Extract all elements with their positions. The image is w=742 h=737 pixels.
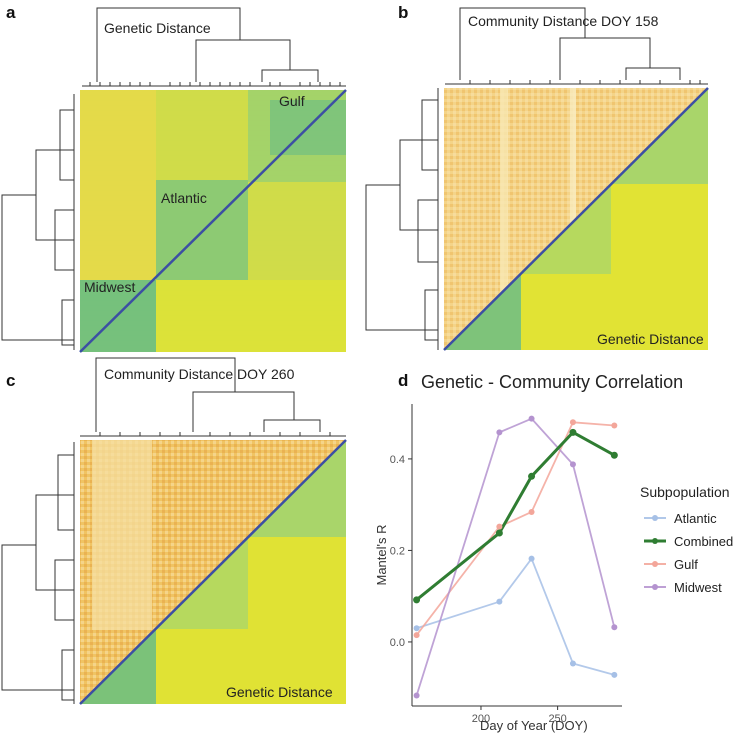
cluster-label-gulf: Gulf bbox=[279, 93, 305, 109]
top-dendrogram bbox=[82, 7, 346, 87]
top-dendrogram bbox=[80, 357, 346, 437]
x-tick-label: 200 bbox=[472, 713, 490, 725]
bottom-label: Genetic Distance bbox=[597, 331, 704, 347]
top-label: Community Distance DOY 158 bbox=[468, 13, 659, 29]
data-point-atlantic bbox=[496, 598, 503, 605]
legend: Subpopulation Atlantic Combined Gulf Midwes… bbox=[640, 484, 733, 595]
y-tick-label: 0.4 bbox=[390, 454, 405, 466]
legend-key-point bbox=[652, 538, 658, 544]
data-point-gulf bbox=[496, 523, 503, 530]
data-point-gulf bbox=[611, 422, 618, 429]
data-point-combined bbox=[495, 529, 503, 537]
y-tick-label: 0.0 bbox=[390, 637, 405, 649]
data-point-midwest bbox=[569, 461, 576, 468]
data-point-atlantic bbox=[611, 671, 618, 678]
heatmap bbox=[79, 89, 347, 353]
data-point-midwest bbox=[496, 429, 503, 436]
data-point-combined bbox=[528, 472, 536, 480]
panel-letter: a bbox=[6, 3, 16, 22]
plot-area: 0.0 0.2 0.4 200 250 bbox=[390, 404, 622, 725]
top-label: Genetic Distance bbox=[104, 20, 211, 36]
series-line-midwest bbox=[415, 417, 616, 696]
data-point-gulf bbox=[413, 632, 420, 639]
bottom-label: Genetic Distance bbox=[226, 684, 333, 700]
data-point-combined bbox=[569, 428, 577, 436]
x-axis-label: Day of Year (DOY) bbox=[480, 718, 588, 733]
top-dendrogram bbox=[445, 7, 708, 85]
left-dendrogram bbox=[1, 442, 75, 704]
heatmap bbox=[443, 87, 709, 351]
data-point-combined bbox=[413, 596, 421, 604]
y-tick-label: 0.2 bbox=[390, 545, 405, 557]
panel-letter: b bbox=[398, 3, 408, 22]
cluster-label-midwest: Midwest bbox=[84, 279, 135, 295]
heatmap bbox=[79, 439, 347, 705]
data-point-gulf bbox=[569, 419, 576, 426]
legend-title: Subpopulation bbox=[640, 484, 730, 500]
legend-label-atlantic: Atlantic bbox=[674, 511, 717, 526]
legend-label-gulf: Gulf bbox=[674, 557, 698, 572]
chart-title: Genetic - Community Correlation bbox=[421, 372, 683, 392]
panel-a: a Genetic Distance bbox=[1, 3, 347, 353]
data-point-gulf bbox=[528, 508, 535, 515]
panel-d: d Genetic - Community Correlation 0.0 0.2… bbox=[374, 371, 733, 733]
panel-b: b Community Distance DOY 158 Genetic Dis… bbox=[365, 3, 709, 351]
data-point-atlantic bbox=[413, 625, 420, 632]
panel-c: c Community Distance DOY 260 Genetic Dis… bbox=[1, 357, 347, 705]
data-point-midwest bbox=[528, 415, 535, 422]
left-dendrogram bbox=[1, 94, 75, 350]
series-line-combined bbox=[415, 430, 616, 602]
x-tick-label: 250 bbox=[548, 713, 566, 725]
panel-letter: d bbox=[398, 371, 408, 390]
legend-key-point bbox=[652, 584, 658, 590]
data-point-midwest bbox=[611, 624, 618, 631]
legend-key-point bbox=[652, 515, 658, 521]
legend-label-combined: Combined bbox=[674, 534, 733, 549]
left-dendrogram bbox=[365, 88, 439, 350]
top-label: Community Distance DOY 260 bbox=[104, 366, 295, 382]
data-point-combined bbox=[610, 451, 618, 459]
data-point-midwest bbox=[413, 692, 420, 699]
y-axis-label: Mantel's R bbox=[374, 524, 389, 585]
data-point-atlantic bbox=[528, 555, 535, 562]
legend-label-midwest: Midwest bbox=[674, 580, 722, 595]
cluster-label-atlantic: Atlantic bbox=[161, 190, 207, 206]
data-point-atlantic bbox=[569, 660, 576, 667]
legend-key-point bbox=[652, 561, 658, 567]
panel-letter: c bbox=[6, 371, 15, 390]
